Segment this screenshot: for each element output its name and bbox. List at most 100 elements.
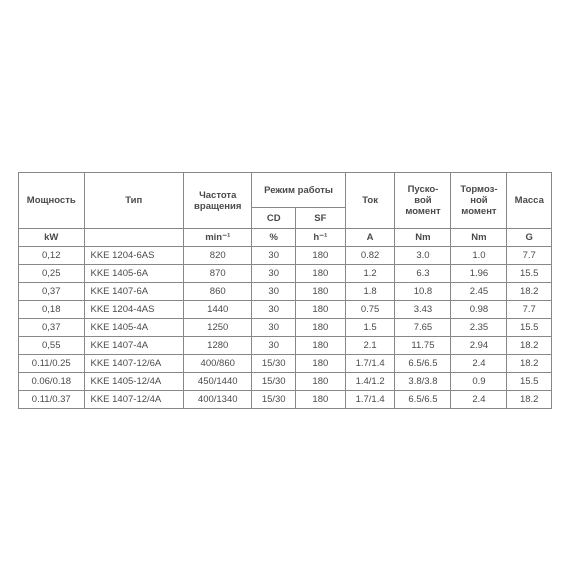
cell-power: 0,55 <box>19 337 85 355</box>
header-mode-sf: SF <box>295 208 345 229</box>
cell-cd: 30 <box>252 337 296 355</box>
cell-power: 0.11/0.25 <box>19 355 85 373</box>
cell-mass: 15.5 <box>507 265 552 283</box>
cell-mass: 7.7 <box>507 301 552 319</box>
cell-start: 7.65 <box>395 319 451 337</box>
header-mode-cd: CD <box>252 208 296 229</box>
table-row: 0,18KKE 1204-4AS1440301800.753.430.987.7 <box>19 301 552 319</box>
cell-mass: 18.2 <box>507 355 552 373</box>
cell-type: KKE 1204-4AS <box>84 301 184 319</box>
table-row: 0,12KKE 1204-6AS820301800.823.01.07.7 <box>19 247 552 265</box>
unit-freq: min⁻¹ <box>184 229 252 247</box>
cell-current: 2.1 <box>345 337 395 355</box>
header-start-torque: Пуско-вой момент <box>395 173 451 229</box>
cell-freq: 1250 <box>184 319 252 337</box>
unit-current: A <box>345 229 395 247</box>
spec-table: Мощность Тип Частота вращения Режим рабо… <box>18 172 552 409</box>
cell-freq: 1440 <box>184 301 252 319</box>
cell-type: KKE 1407-12/4A <box>84 391 184 409</box>
header-power: Мощность <box>19 173 85 229</box>
cell-power: 0,37 <box>19 283 85 301</box>
table-row: 0,37KKE 1407-6A860301801.810.82.4518.2 <box>19 283 552 301</box>
cell-freq: 820 <box>184 247 252 265</box>
cell-brake: 2.4 <box>451 355 507 373</box>
header-type: Тип <box>84 173 184 229</box>
units-row: kW min⁻¹ % h⁻¹ A Nm Nm G <box>19 229 552 247</box>
cell-brake: 2.94 <box>451 337 507 355</box>
cell-current: 1.4/1.2 <box>345 373 395 391</box>
cell-cd: 30 <box>252 283 296 301</box>
cell-brake: 2.35 <box>451 319 507 337</box>
cell-current: 1.7/1.4 <box>345 355 395 373</box>
table-body: 0,12KKE 1204-6AS820301800.823.01.07.70,2… <box>19 247 552 409</box>
cell-freq: 400/860 <box>184 355 252 373</box>
cell-cd: 15/30 <box>252 355 296 373</box>
cell-freq: 1280 <box>184 337 252 355</box>
cell-sf: 180 <box>295 301 345 319</box>
cell-sf: 180 <box>295 391 345 409</box>
cell-mass: 18.2 <box>507 283 552 301</box>
cell-mass: 7.7 <box>507 247 552 265</box>
cell-current: 1.5 <box>345 319 395 337</box>
cell-power: 0,25 <box>19 265 85 283</box>
cell-freq: 450/1440 <box>184 373 252 391</box>
unit-sf: h⁻¹ <box>295 229 345 247</box>
cell-sf: 180 <box>295 337 345 355</box>
header-mass: Масса <box>507 173 552 229</box>
cell-type: KKE 1204-6AS <box>84 247 184 265</box>
cell-power: 0.06/0.18 <box>19 373 85 391</box>
cell-mass: 18.2 <box>507 391 552 409</box>
cell-freq: 870 <box>184 265 252 283</box>
table-row: 0,25KKE 1405-6A870301801.26.31.9615.5 <box>19 265 552 283</box>
cell-type: KKE 1407-6A <box>84 283 184 301</box>
cell-power: 0,37 <box>19 319 85 337</box>
unit-type <box>84 229 184 247</box>
cell-type: KKE 1405-4A <box>84 319 184 337</box>
cell-current: 1.7/1.4 <box>345 391 395 409</box>
cell-start: 10.8 <box>395 283 451 301</box>
unit-start: Nm <box>395 229 451 247</box>
cell-cd: 15/30 <box>252 391 296 409</box>
cell-brake: 2.4 <box>451 391 507 409</box>
table-row: 0.06/0.18KKE 1405-12/4A450/144015/301801… <box>19 373 552 391</box>
cell-type: KKE 1405-6A <box>84 265 184 283</box>
unit-brake: Nm <box>451 229 507 247</box>
cell-cd: 30 <box>252 247 296 265</box>
table-row: 0,37KKE 1405-4A1250301801.57.652.3515.5 <box>19 319 552 337</box>
unit-cd: % <box>252 229 296 247</box>
cell-start: 6.3 <box>395 265 451 283</box>
table-row: 0.11/0.25KKE 1407-12/6A400/86015/301801.… <box>19 355 552 373</box>
cell-sf: 180 <box>295 355 345 373</box>
cell-current: 1.2 <box>345 265 395 283</box>
table-row: 0,55KKE 1407-4A1280301802.111.752.9418.2 <box>19 337 552 355</box>
cell-cd: 30 <box>252 301 296 319</box>
cell-brake: 1.96 <box>451 265 507 283</box>
cell-freq: 400/1340 <box>184 391 252 409</box>
table-container: Мощность Тип Частота вращения Режим рабо… <box>0 0 570 409</box>
header-freq: Частота вращения <box>184 173 252 229</box>
cell-power: 0.11/0.37 <box>19 391 85 409</box>
header-mode: Режим работы <box>252 173 345 208</box>
cell-brake: 0.9 <box>451 373 507 391</box>
cell-type: KKE 1407-4A <box>84 337 184 355</box>
cell-current: 1.8 <box>345 283 395 301</box>
cell-current: 0.82 <box>345 247 395 265</box>
cell-brake: 2.45 <box>451 283 507 301</box>
cell-mass: 15.5 <box>507 319 552 337</box>
table-row: 0.11/0.37KKE 1407-12/4A400/134015/301801… <box>19 391 552 409</box>
cell-start: 3.0 <box>395 247 451 265</box>
cell-cd: 30 <box>252 319 296 337</box>
cell-sf: 180 <box>295 373 345 391</box>
cell-start: 3.8/3.8 <box>395 373 451 391</box>
cell-mass: 18.2 <box>507 337 552 355</box>
cell-mass: 15.5 <box>507 373 552 391</box>
cell-cd: 15/30 <box>252 373 296 391</box>
cell-type: KKE 1405-12/4A <box>84 373 184 391</box>
header-row-1: Мощность Тип Частота вращения Режим рабо… <box>19 173 552 208</box>
cell-current: 0.75 <box>345 301 395 319</box>
cell-start: 6.5/6.5 <box>395 391 451 409</box>
cell-cd: 30 <box>252 265 296 283</box>
header-current: Ток <box>345 173 395 229</box>
cell-power: 0,12 <box>19 247 85 265</box>
cell-power: 0,18 <box>19 301 85 319</box>
